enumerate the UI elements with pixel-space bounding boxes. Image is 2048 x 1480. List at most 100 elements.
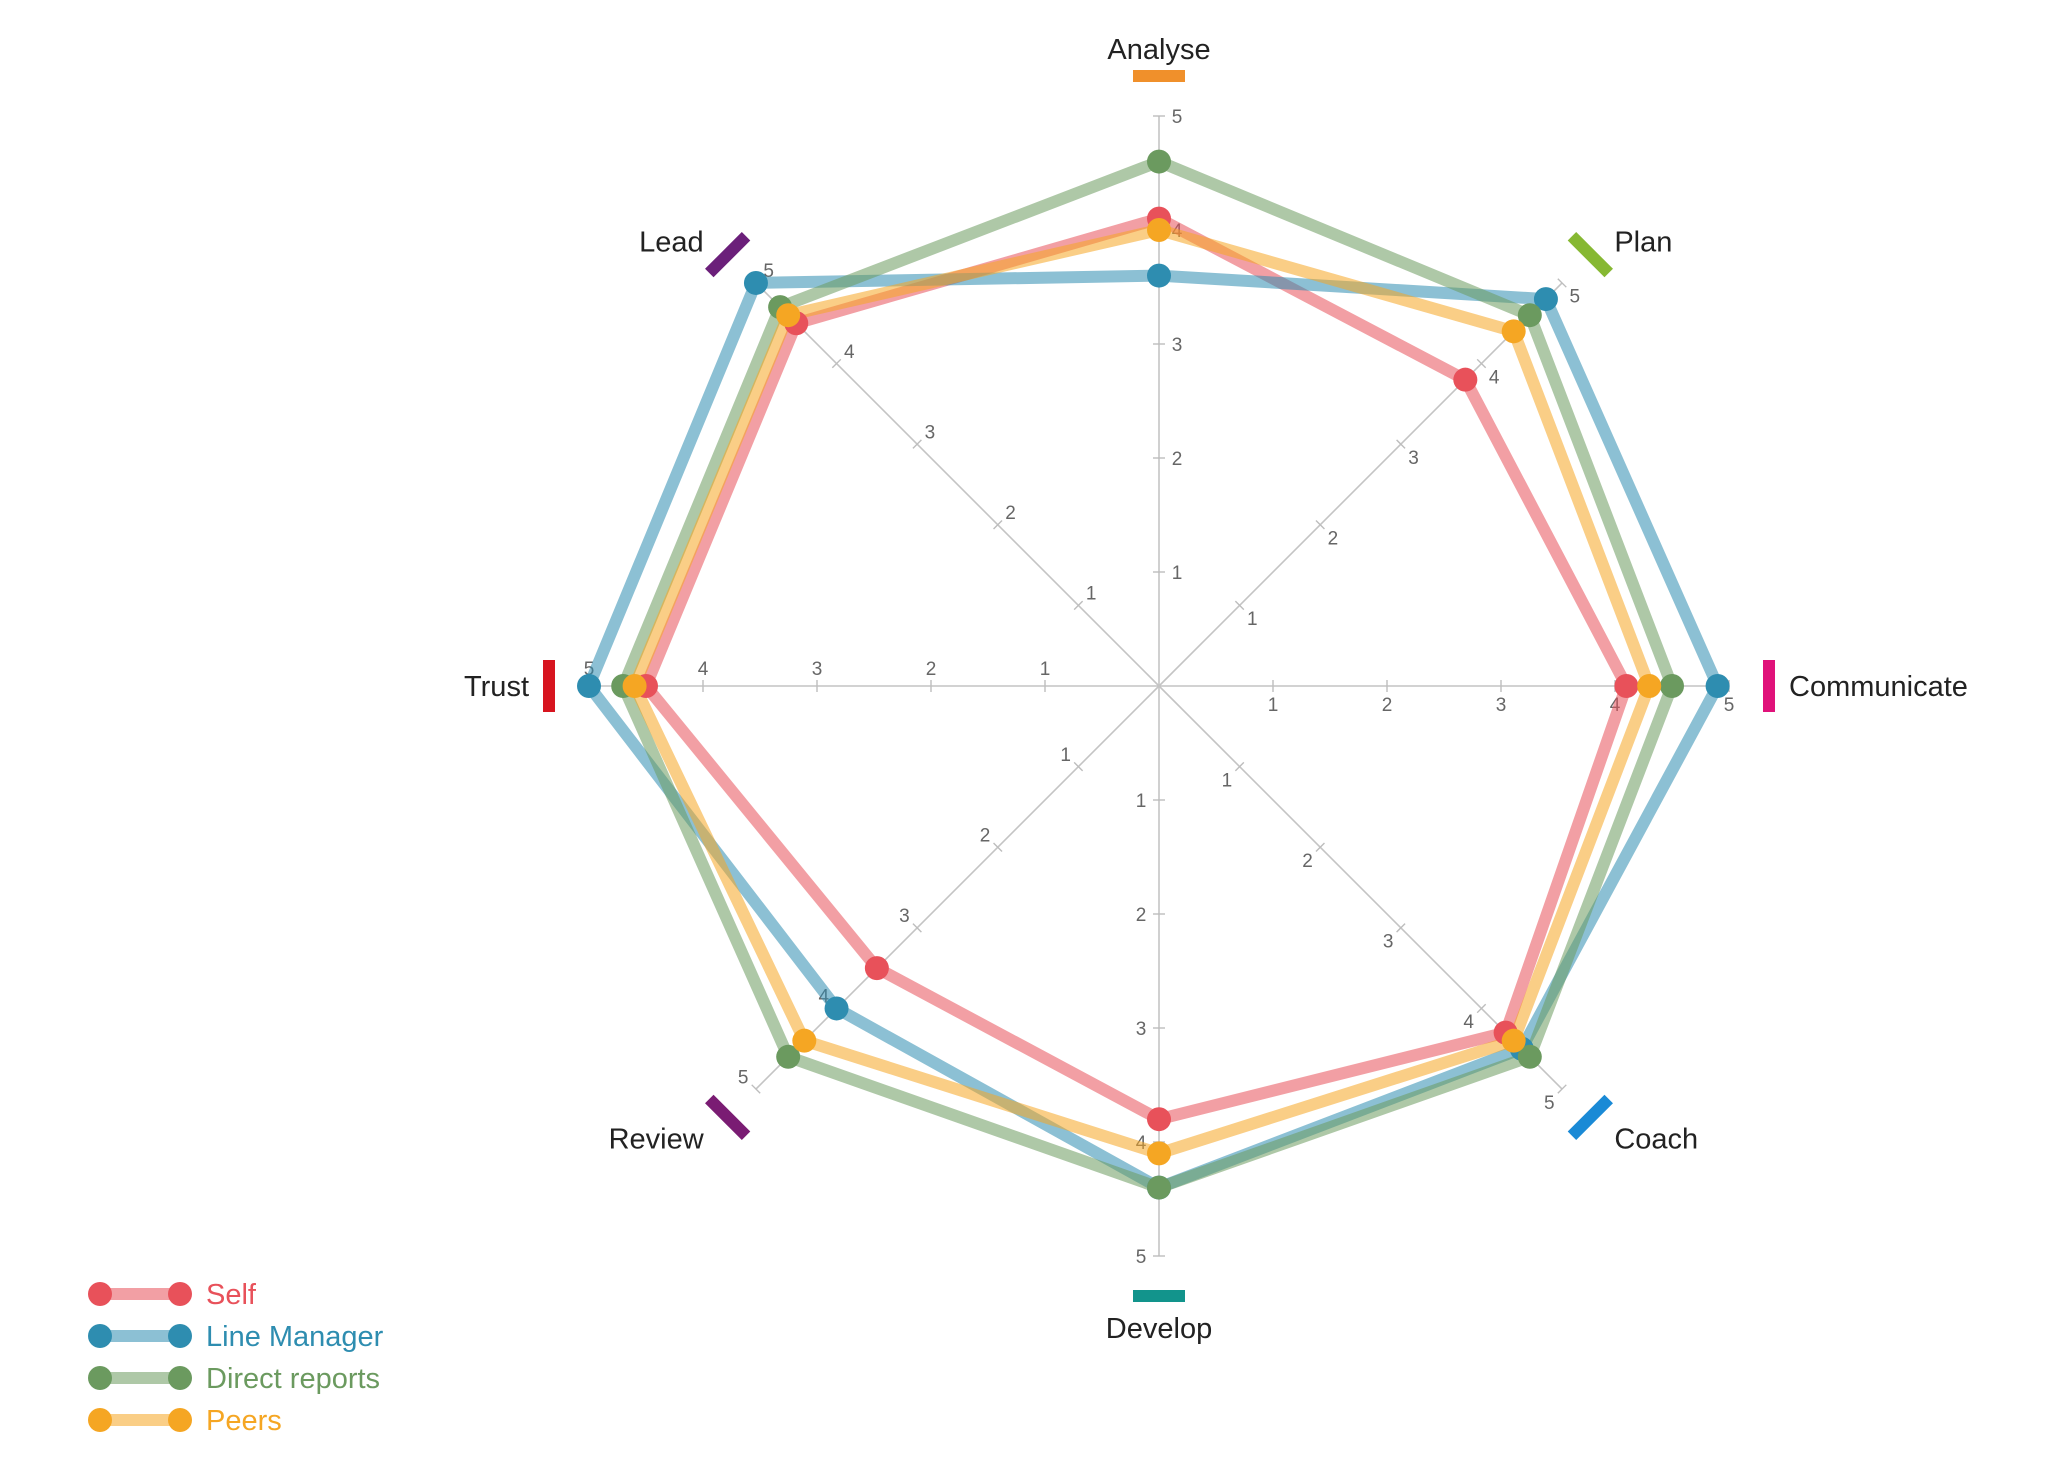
tick-label: 3: [899, 906, 910, 927]
tick-label: 4: [844, 342, 855, 363]
category-tag-lead: [705, 232, 751, 278]
data-point-direct-reports-develop[interactable]: [1147, 1175, 1171, 1200]
legend-marker: [168, 1408, 192, 1432]
data-point-peers-analyse[interactable]: [1147, 218, 1171, 242]
data-point-direct-reports-analyse[interactable]: [1147, 149, 1171, 174]
tick-mark: [1557, 278, 1567, 288]
legend-item-direct-reports[interactable]: Direct reports: [88, 1363, 380, 1395]
tick-label: 1: [1222, 770, 1233, 791]
radar-series: [577, 149, 1730, 1200]
tick-label: 5: [1172, 107, 1183, 128]
tick-label: 1: [1136, 791, 1147, 812]
tick-label: 1: [1040, 659, 1051, 680]
tick-label: 3: [1136, 1019, 1147, 1040]
legend-marker: [88, 1324, 112, 1348]
tick-label: 4: [1489, 367, 1500, 388]
tick-label: 3: [1408, 448, 1419, 469]
legend-label: Direct reports: [206, 1363, 380, 1395]
data-point-peers-lead[interactable]: [776, 303, 801, 328]
tick-label: 5: [584, 659, 595, 680]
legend-label: Self: [206, 1279, 257, 1311]
chart-legend[interactable]: Self Line Manager Direct reports Peers: [88, 1279, 384, 1437]
tick-mark: [1073, 761, 1084, 772]
legend-marker: [88, 1408, 112, 1432]
tick-label: 2: [1328, 529, 1339, 550]
tick-mark: [1396, 923, 1406, 933]
data-point-peers-communicate[interactable]: [1637, 674, 1662, 698]
legend-marker: [88, 1282, 112, 1306]
tick-label: 5: [738, 1067, 749, 1088]
tick-mark: [1315, 842, 1325, 852]
legend-item-line-manager[interactable]: Line Manager: [88, 1321, 384, 1353]
category-tag-coach: [1567, 1094, 1613, 1140]
tick-label: 5: [763, 261, 774, 282]
data-point-peers-plan[interactable]: [1501, 319, 1526, 344]
legend-marker: [168, 1282, 192, 1306]
data-point-peers-review[interactable]: [792, 1028, 817, 1053]
data-point-peers-develop[interactable]: [1147, 1141, 1171, 1166]
category-label-lead: Lead: [639, 227, 704, 259]
tick-label: 3: [1383, 932, 1394, 953]
legend-label: Line Manager: [206, 1321, 384, 1353]
tick-label: 1: [1268, 695, 1279, 716]
radar-category-labels: Analyse Plan Communicate Coach Develop Review…: [464, 34, 1968, 1345]
category-tag-plan: [1567, 232, 1613, 278]
tick-mark: [993, 520, 1003, 530]
tick-mark: [1234, 761, 1245, 772]
legend-marker: [168, 1366, 192, 1390]
tick-label: 5: [1724, 695, 1735, 716]
tick-label: 5: [1569, 287, 1580, 308]
tick-label: 2: [1005, 503, 1016, 524]
legend-marker: [168, 1324, 192, 1348]
tick-label: 1: [1172, 563, 1183, 584]
data-point-line-manager-plan[interactable]: [1533, 287, 1558, 312]
axis-line-review: [755, 685, 1160, 1090]
data-point-direct-reports-plan[interactable]: [1517, 303, 1542, 328]
tick-mark: [1073, 600, 1084, 611]
tick-mark: [912, 439, 922, 449]
tick-label: 3: [925, 422, 936, 443]
axis-line-lead: [755, 282, 1160, 687]
data-point-direct-reports-communicate[interactable]: [1660, 674, 1684, 698]
data-point-line-manager-communicate[interactable]: [1705, 674, 1730, 698]
axis-line-plan: [1158, 282, 1563, 687]
legend-item-self[interactable]: Self: [88, 1279, 257, 1311]
tick-mark: [1234, 600, 1245, 611]
category-label-review: Review: [609, 1123, 705, 1155]
tick-mark: [1396, 439, 1406, 449]
data-point-peers-coach[interactable]: [1501, 1028, 1526, 1053]
category-label-trust: Trust: [464, 671, 529, 703]
tick-label: 5: [1544, 1093, 1555, 1114]
series-line-self[interactable]: [640, 212, 1633, 1126]
data-point-direct-reports-review[interactable]: [776, 1044, 801, 1069]
legend-item-peers[interactable]: Peers: [88, 1405, 282, 1437]
tick-label: 2: [1382, 695, 1393, 716]
tick-label: 5: [1136, 1247, 1147, 1268]
legend-label: Peers: [206, 1405, 282, 1437]
tick-label: 2: [1302, 851, 1313, 872]
category-tag-review: [705, 1094, 751, 1140]
data-point-direct-reports-coach[interactable]: [1517, 1044, 1542, 1069]
data-point-line-manager-lead[interactable]: [743, 270, 768, 295]
data-point-line-manager-trust[interactable]: [577, 674, 601, 698]
data-point-self-plan[interactable]: [1453, 367, 1478, 392]
tick-mark: [1476, 358, 1487, 369]
tick-label: 1: [1086, 584, 1097, 605]
data-point-self-communicate[interactable]: [1614, 674, 1639, 698]
data-point-line-manager-review[interactable]: [824, 996, 849, 1021]
category-label-coach: Coach: [1614, 1123, 1698, 1155]
data-point-peers-trust[interactable]: [622, 674, 647, 698]
data-point-self-review[interactable]: [864, 956, 889, 981]
tick-label: 4: [698, 659, 709, 680]
data-point-line-manager-analyse[interactable]: [1147, 263, 1171, 288]
category-label-develop: Develop: [1106, 1313, 1212, 1345]
tick-label: 2: [1172, 449, 1183, 470]
tick-mark: [1557, 1084, 1567, 1094]
data-point-self-develop[interactable]: [1147, 1107, 1171, 1132]
tick-label: 2: [980, 825, 991, 846]
tick-mark: [831, 358, 842, 369]
tick-label: 2: [926, 659, 937, 680]
category-label-communicate: Communicate: [1789, 671, 1968, 703]
